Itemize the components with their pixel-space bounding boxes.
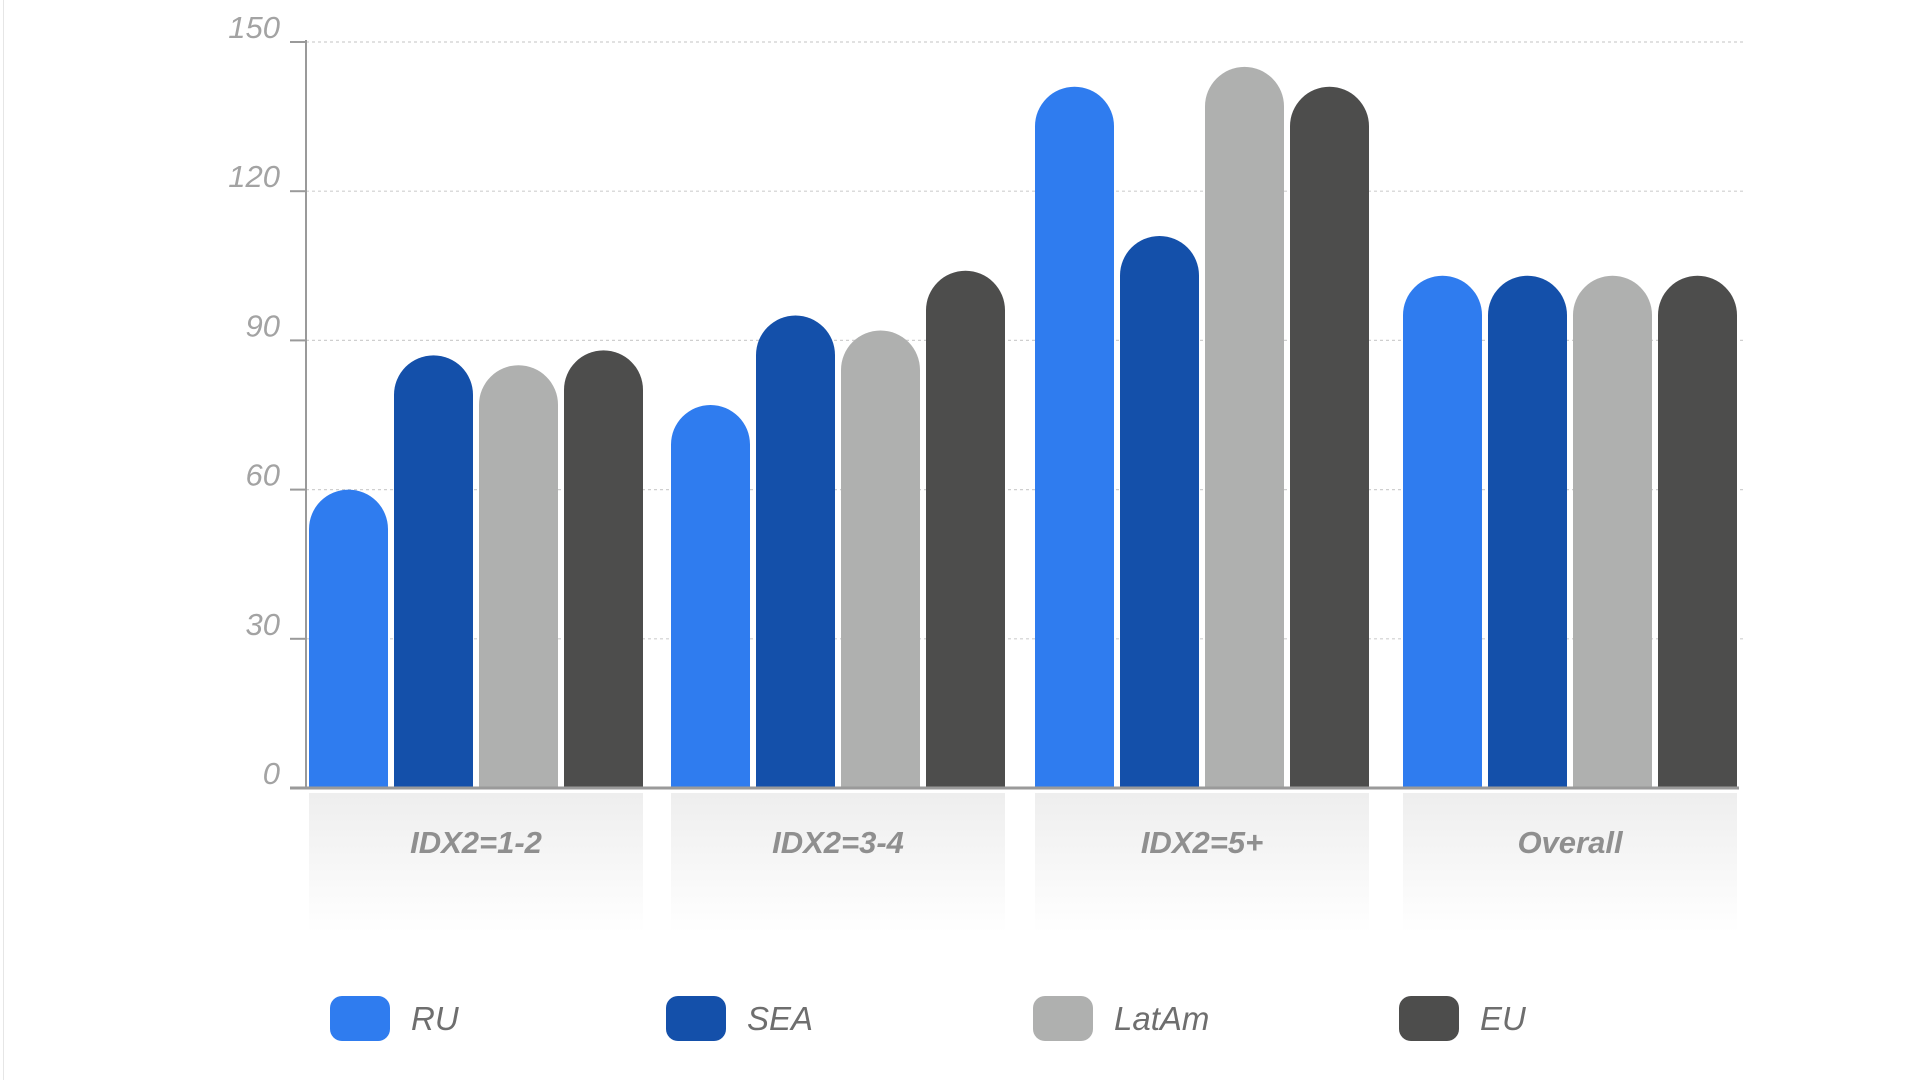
page-left-border <box>3 0 4 1080</box>
bar-layer <box>309 66 1738 789</box>
y-tick-label-90: 90 <box>246 308 280 343</box>
y-tick-label-60: 60 <box>246 458 280 493</box>
x-tick-label-idx2-5: IDX2=5+ <box>1141 825 1263 860</box>
x-tick-label-idx2-3-4: IDX2=3-4 <box>772 825 904 860</box>
legend-swatch-eu <box>1399 996 1459 1041</box>
category-band-overall <box>1403 793 1737 933</box>
bar-idx2-5-ru <box>1035 86 1114 788</box>
x-tick-label-idx2-1-2: IDX2=1-2 <box>410 825 542 860</box>
bar-idx2-3-4-sea <box>756 315 835 788</box>
axis-layer <box>290 40 1739 790</box>
bar-overall-eu <box>1658 275 1738 788</box>
legend-swatch-sea <box>666 996 726 1041</box>
category-band-idx2-5 <box>1035 793 1369 933</box>
bar-idx2-5-eu <box>1290 86 1369 788</box>
legend-label-sea: SEA <box>747 1000 813 1037</box>
bar-idx2-1-2-ru <box>309 489 388 788</box>
legend-label-latam: LatAm <box>1114 1000 1209 1037</box>
bar-idx2-3-4-ru <box>671 405 750 788</box>
bar-idx2-3-4-latam <box>841 330 920 788</box>
legend: RU SEA LatAm EU <box>330 996 1526 1041</box>
y-tick-label-150: 150 <box>228 10 280 45</box>
bar-idx2-5-sea <box>1120 235 1199 788</box>
bar-idx2-3-4-eu <box>926 270 1005 789</box>
category-band-idx2-1-2 <box>309 793 643 933</box>
category-band-idx2-3-4 <box>671 793 1005 933</box>
bar-overall-ru <box>1403 275 1482 788</box>
bar-idx2-5-latam <box>1205 66 1284 788</box>
label-layer: IDX2=1-2 IDX2=3-4 IDX2=5+ Overall 0 30 60 90 120… <box>228 10 1624 860</box>
legend-label-ru: RU <box>411 1000 459 1037</box>
y-tick-label-0: 0 <box>263 756 280 791</box>
legend-swatch-latam <box>1033 996 1093 1041</box>
bar-overall-latam <box>1573 275 1652 788</box>
y-tick-label-120: 120 <box>228 159 280 194</box>
legend-label-eu: EU <box>1480 1000 1526 1037</box>
bar-idx2-1-2-eu <box>564 350 643 788</box>
bar-overall-sea <box>1488 275 1567 788</box>
x-tick-label-overall: Overall <box>1517 825 1624 860</box>
category-band-layer <box>309 793 1737 933</box>
bar-idx2-1-2-latam <box>479 365 558 788</box>
legend-swatch-ru <box>330 996 390 1041</box>
bar-idx2-1-2-sea <box>394 355 473 788</box>
y-tick-label-30: 30 <box>246 607 280 642</box>
